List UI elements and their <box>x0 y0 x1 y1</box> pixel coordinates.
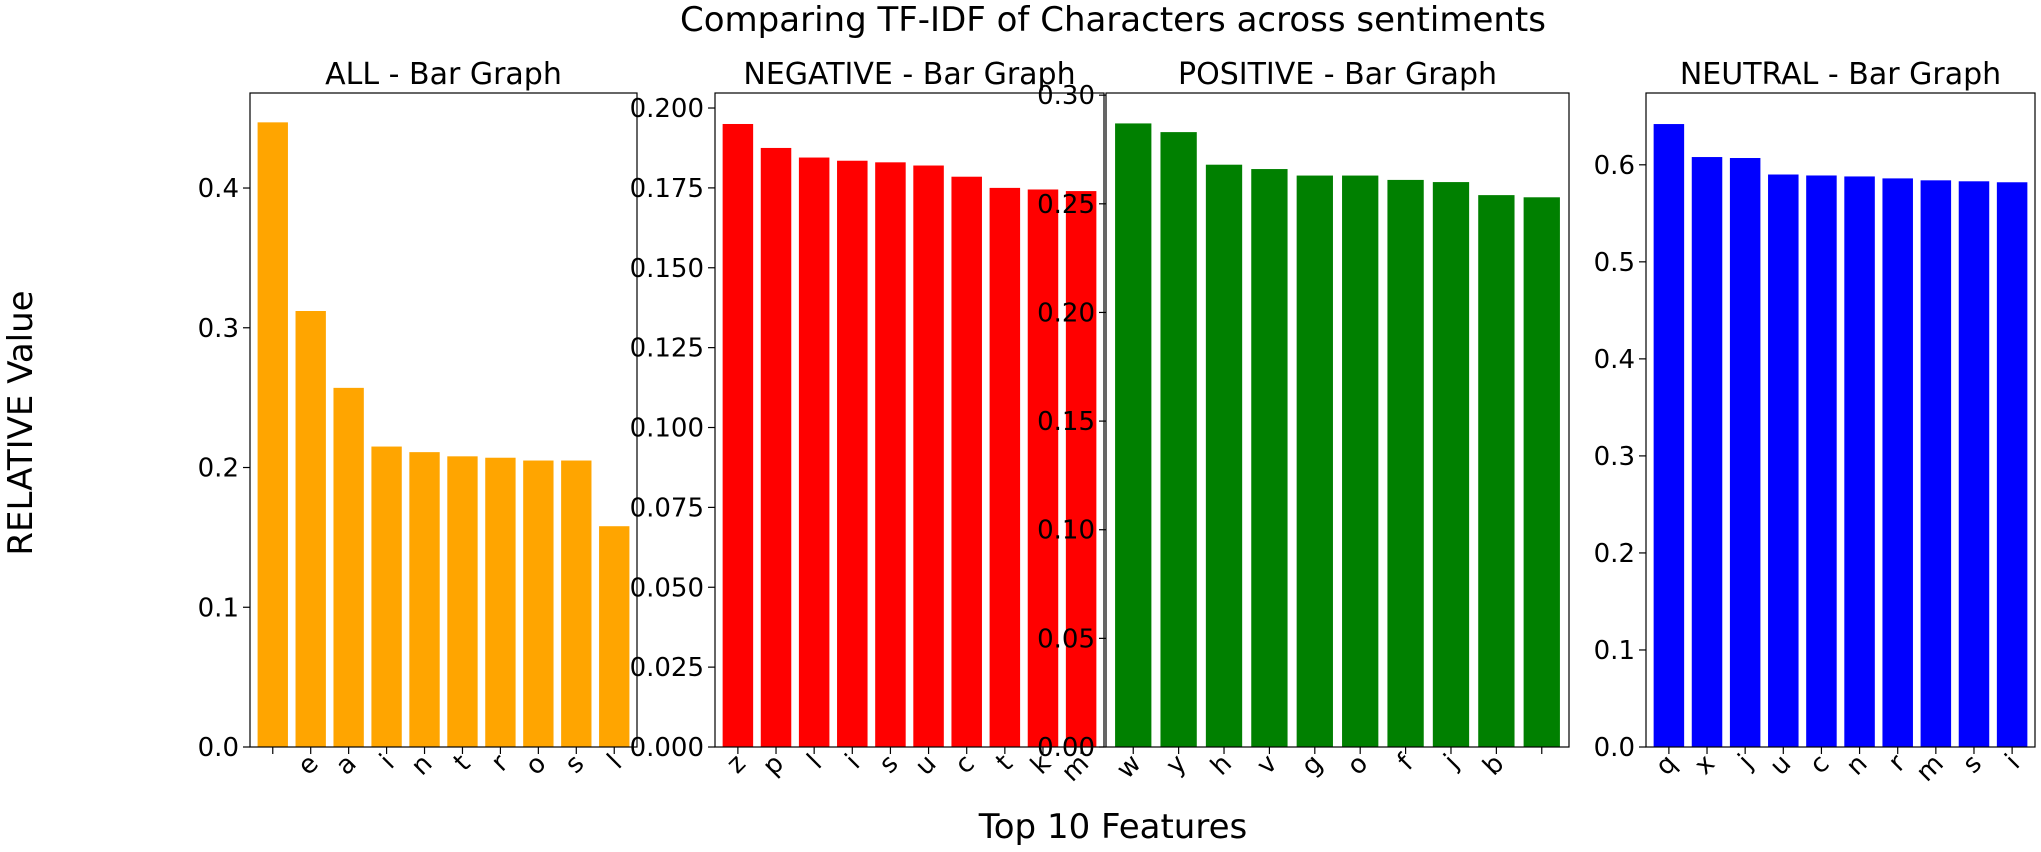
bar <box>1653 124 1685 748</box>
y-tick-label: 0.0 <box>198 733 239 763</box>
figure-title: Comparing TF-IDF of Characters across se… <box>680 0 1546 40</box>
y-tick-label: 0.20 <box>1037 298 1095 328</box>
bar <box>1027 189 1059 748</box>
y-tick-label: 0.1 <box>1594 636 1635 666</box>
bar <box>1478 195 1515 747</box>
panel-title: NEUTRAL - Bar Graph <box>1680 57 2001 92</box>
bar <box>523 460 554 747</box>
bar <box>1844 176 1875 747</box>
panel-title: NEGATIVE - Bar Graph <box>743 57 1075 92</box>
bar <box>1160 132 1197 748</box>
bar <box>257 122 288 748</box>
y-tick-label: 0.4 <box>1594 345 1635 375</box>
bar <box>1432 182 1470 747</box>
y-tick-label: 0.200 <box>630 94 704 124</box>
y-tick-label: 0.050 <box>630 573 704 603</box>
figure-y-label: RELATIVE Value <box>1 290 41 555</box>
bar <box>447 456 478 747</box>
bar <box>1342 175 1379 747</box>
axes-frame <box>249 92 638 748</box>
y-tick-label: 0.6 <box>1594 151 1635 181</box>
bar <box>1806 175 1837 748</box>
bar <box>1882 178 1913 747</box>
y-tick-label: 0.025 <box>630 653 704 683</box>
bar <box>1691 157 1723 748</box>
y-tick-label: 0.1 <box>198 593 239 623</box>
y-tick-label: 0.5 <box>1594 248 1635 278</box>
axes-frame <box>714 92 1105 748</box>
y-tick-label: 0.30 <box>1037 81 1095 111</box>
y-tick-label: 0.100 <box>630 414 704 444</box>
bar <box>1768 174 1799 747</box>
y-tick-label: 0.2 <box>198 454 239 484</box>
y-tick-label: 0.4 <box>198 174 239 204</box>
bar <box>1205 164 1243 747</box>
bar <box>1523 197 1560 748</box>
y-tick-label: 0.075 <box>630 493 704 523</box>
figure-x-label: Top 10 Features <box>978 807 1247 847</box>
bar <box>333 387 364 747</box>
bar <box>1065 191 1097 747</box>
bar <box>1251 169 1288 748</box>
bar <box>599 526 630 747</box>
y-tick-label: 0.175 <box>630 174 704 204</box>
bar <box>561 460 592 747</box>
y-tick-label: 0.125 <box>630 334 704 364</box>
bar <box>722 123 754 748</box>
y-tick-label: 0.0 <box>1594 733 1635 763</box>
y-tick-label: 0.000 <box>630 733 704 763</box>
axes-frame <box>1645 92 2036 748</box>
y-tick-label: 0.3 <box>1594 442 1635 472</box>
bar <box>485 457 516 747</box>
bar <box>951 176 982 747</box>
bar <box>1729 158 1761 747</box>
y-tick-label: 0.25 <box>1037 190 1095 220</box>
bar <box>989 187 1021 747</box>
bar <box>913 165 944 747</box>
bar <box>295 311 326 747</box>
bar <box>1958 181 1990 748</box>
panel-title: POSITIVE - Bar Graph <box>1178 57 1497 92</box>
bar <box>760 147 792 747</box>
y-tick-label: 0.150 <box>630 254 704 284</box>
y-tick-label: 0.15 <box>1037 407 1095 437</box>
bar <box>1387 179 1424 747</box>
y-tick-label: 0.05 <box>1037 624 1095 654</box>
bar <box>1996 182 2028 747</box>
bar <box>837 160 868 748</box>
bar <box>875 162 906 747</box>
y-tick-label: 0.3 <box>198 314 239 344</box>
y-tick-label: 0.2 <box>1594 539 1635 569</box>
panel-title: ALL - Bar Graph <box>325 57 562 92</box>
bar <box>1920 180 1952 747</box>
bar <box>1115 123 1152 748</box>
chart-panel-3: NEUTRAL - Bar Graph 0.0 0.1 0.2 0.3 0.4 0.5 0.6… <box>1594 57 2036 788</box>
axes-frame <box>1105 92 1570 748</box>
bar <box>409 452 440 747</box>
bar <box>371 446 402 747</box>
bar <box>798 157 830 748</box>
chart-panel-1: NEGATIVE - Bar Graph 0.000 0.025 0.050 0.075… <box>630 57 1105 788</box>
chart-panel-2: POSITIVE - Bar Graph 0.00 0.05 0.10 0.15 0.20… <box>1037 57 1570 785</box>
bar <box>1296 175 1333 747</box>
y-tick-label: 0.10 <box>1037 516 1095 546</box>
y-tick-label: 0.00 <box>1037 733 1095 763</box>
